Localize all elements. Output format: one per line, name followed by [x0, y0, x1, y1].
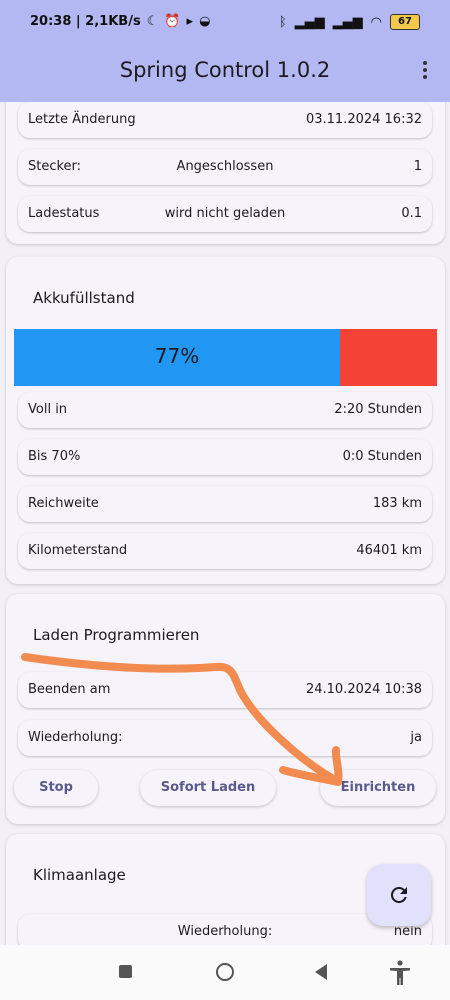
row-value: 03.11.2024 16:32 — [305, 112, 422, 127]
row-value: 1 — [413, 159, 422, 174]
row-plug: Stecker: Angeschlossen 1 — [18, 149, 432, 185]
row-label: Letzte Änderung — [28, 112, 136, 127]
battery-icon: 67 — [390, 14, 420, 30]
row-last-change: Letzte Änderung 03.11.2024 16:32 — [18, 102, 432, 138]
row-value: nein — [393, 924, 422, 939]
system-nav-bar — [0, 945, 450, 1000]
refresh-icon — [390, 887, 407, 903]
battery-level-bar: 77% — [14, 329, 437, 386]
home-icon[interactable] — [216, 963, 234, 981]
play-icon: ▸ — [186, 14, 194, 29]
row-end-at: Beenden am 24.10.2024 10:38 — [18, 672, 432, 708]
row-label: Beenden am — [28, 682, 111, 697]
recents-icon[interactable] — [119, 965, 132, 978]
row-value: ja — [410, 730, 422, 745]
back-icon[interactable] — [315, 964, 327, 980]
row-value: 24.10.2024 10:38 — [305, 682, 422, 697]
battery-percent: 77% — [154, 344, 200, 368]
app-icon: ◒ — [199, 14, 211, 29]
card-title: Akkufüllstand — [33, 289, 135, 307]
battery-level-empty — [340, 329, 437, 386]
status-time-info: 20:38 | 2,1KB/s — [30, 14, 141, 29]
row-value: 0.1 — [401, 206, 422, 221]
battery-card: Akkufüllstand 77% Voll in 2:20 Stunden B… — [6, 257, 445, 584]
row-label: Kilometerstand — [28, 543, 128, 558]
status-right: ᛒ ▂▄▆ ▂▄▆ ◠ 67 — [279, 14, 420, 30]
row-charge-status: Ladestatus wird nicht geladen 0.1 — [18, 196, 432, 232]
status-card: Letzte Änderung 03.11.2024 16:32 Stecker… — [6, 102, 445, 244]
main-content[interactable]: Letzte Änderung 03.11.2024 16:32 Stecker… — [0, 102, 450, 945]
card-title: Klimaanlage — [33, 866, 126, 884]
row-odometer: Kilometerstand 46401 km — [18, 533, 432, 569]
row-label: Bis 70% — [28, 449, 81, 464]
status-left: 20:38 | 2,1KB/s ☾ ⏰ ▸ ◒ — [30, 14, 210, 29]
more-vert-icon[interactable] — [420, 58, 430, 82]
row-label: Reichweite — [28, 496, 99, 511]
app-title: Spring Control 1.0.2 — [119, 58, 331, 82]
row-middle: Angeschlossen — [176, 159, 274, 174]
row-label: Wiederholung: — [28, 730, 123, 745]
alarm-icon: ⏰ — [164, 14, 181, 29]
row-value: 183 km — [372, 496, 422, 511]
refresh-button[interactable] — [367, 864, 431, 926]
setup-button[interactable]: Einrichten — [320, 770, 436, 806]
row-middle: wird nicht geladen — [164, 206, 286, 221]
moon-icon: ☾ — [146, 14, 159, 29]
battery-level-filled — [14, 329, 340, 386]
row-to-70: Bis 70% 0:0 Stunden — [18, 439, 432, 475]
row-repeat: Wiederholung: ja — [18, 720, 432, 756]
schedule-card: Laden Programmieren Beenden am 24.10.202… — [6, 594, 445, 824]
row-value: 46401 km — [356, 543, 422, 558]
signal-icon-2: ▂▄▆ — [332, 14, 363, 30]
app-bar: Spring Control 1.0.2 — [0, 50, 450, 102]
row-label: Stecker: — [28, 159, 82, 174]
stop-button[interactable]: Stop — [14, 770, 98, 806]
signal-icon: ▂▄▆ — [294, 14, 325, 30]
card-title: Laden Programmieren — [33, 626, 200, 644]
row-middle: Wiederholung: — [177, 924, 273, 939]
row-climate-repeat: Wiederholung: nein — [18, 914, 432, 945]
wifi-icon: ◠ — [370, 14, 382, 30]
bluetooth-icon: ᛒ — [278, 14, 287, 30]
row-value: 2:20 Stunden — [334, 402, 422, 417]
row-label: Ladestatus — [28, 206, 100, 221]
row-value: 0:0 Stunden — [342, 449, 422, 464]
accessibility-icon[interactable] — [389, 960, 411, 986]
row-range: Reichweite 183 km — [18, 486, 432, 522]
status-bar: 20:38 | 2,1KB/s ☾ ⏰ ▸ ◒ ᛒ ▂▄▆ ▂▄▆ ◠ 67 — [0, 0, 450, 50]
charge-now-button[interactable]: Sofort Laden — [140, 770, 276, 806]
row-full-in: Voll in 2:20 Stunden — [18, 392, 432, 428]
row-label: Voll in — [28, 402, 68, 417]
